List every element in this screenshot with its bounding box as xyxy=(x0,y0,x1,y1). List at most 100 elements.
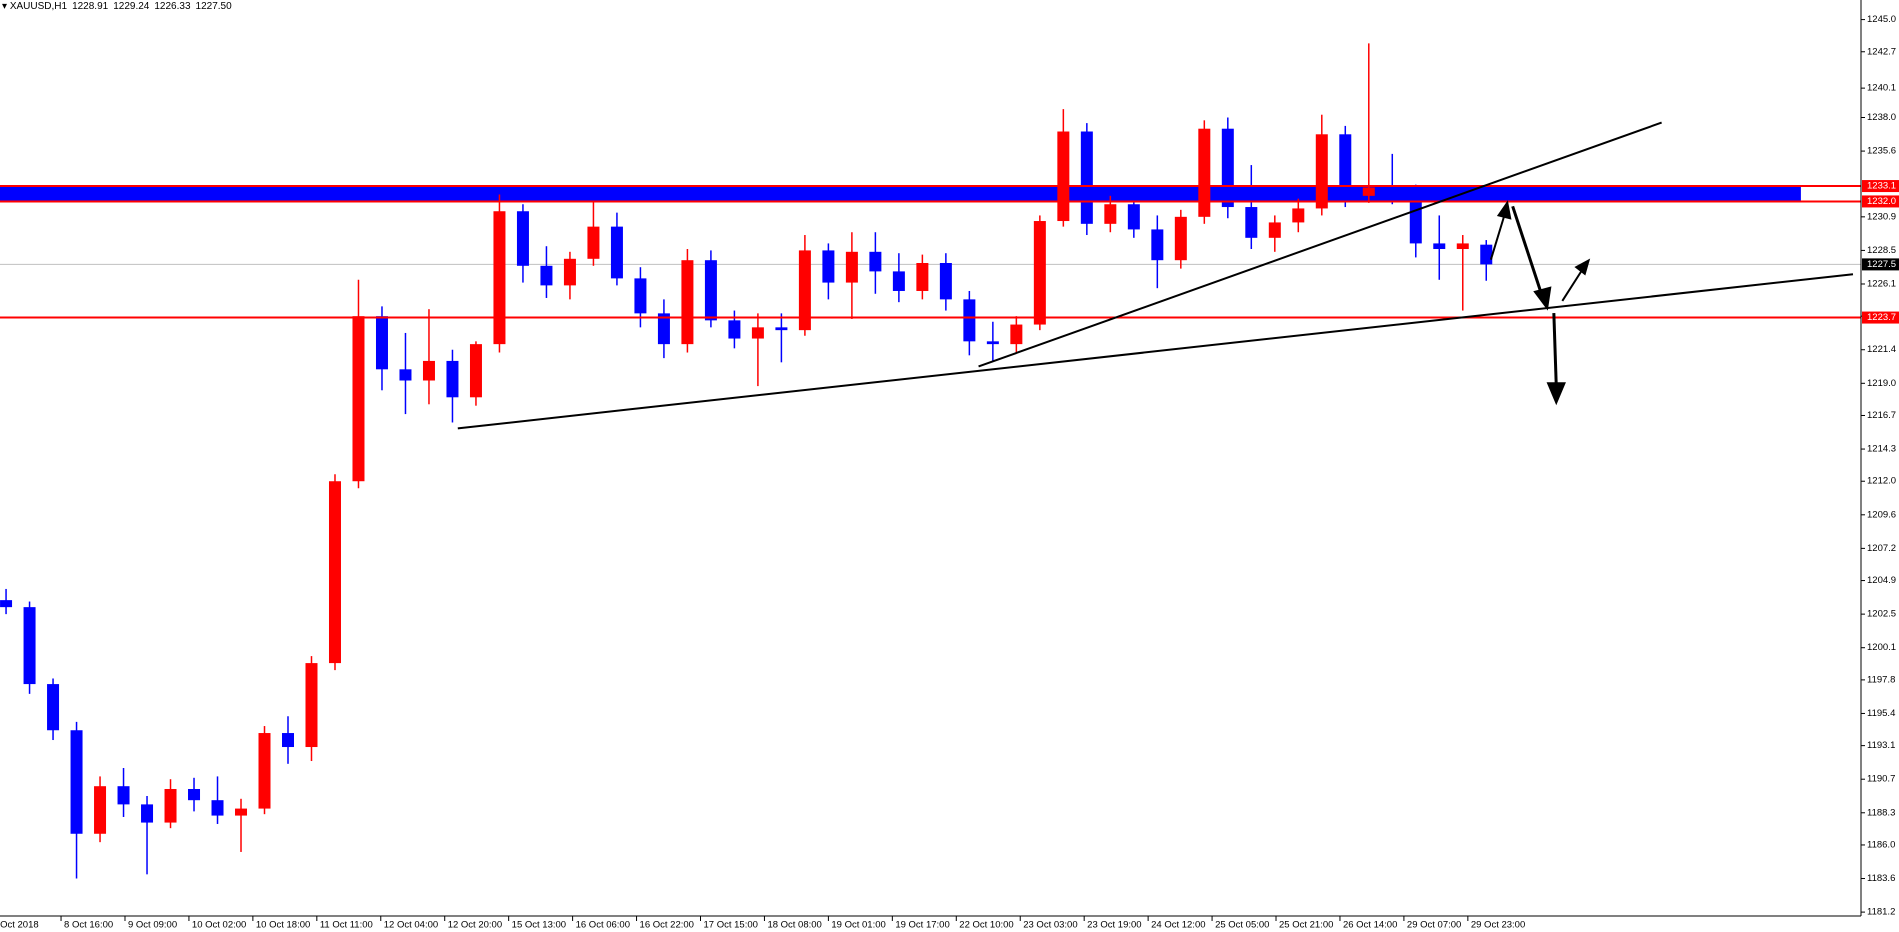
candle xyxy=(892,253,905,303)
x-tick-label: 15 Oct 13:00 xyxy=(512,920,566,931)
candle-body xyxy=(657,313,670,345)
arrowhead xyxy=(1533,286,1552,311)
candle-body xyxy=(1010,324,1023,345)
y-tick-label: 1226.1 xyxy=(1867,278,1896,289)
y-tick-label: 1186.0 xyxy=(1867,839,1895,850)
x-tick-label: 29 Oct 07:00 xyxy=(1407,920,1461,931)
arrowhead xyxy=(1496,200,1512,220)
candle-body xyxy=(1315,134,1328,209)
y-tick-label: 1193.1 xyxy=(1867,740,1895,751)
candle-body xyxy=(493,211,506,345)
candle xyxy=(235,798,248,852)
level-label-box xyxy=(1862,195,1899,208)
arrow xyxy=(1513,206,1542,295)
candle-body xyxy=(235,808,248,816)
y-tick-label: 1202.5 xyxy=(1867,609,1896,620)
y-tick-label: 1197.8 xyxy=(1867,674,1895,685)
candle-body xyxy=(587,226,600,259)
candle-body xyxy=(1268,222,1281,238)
candle-body xyxy=(798,250,811,331)
candle-body xyxy=(281,733,294,748)
candle xyxy=(1080,123,1093,236)
candle-body xyxy=(1456,243,1469,250)
y-tick-label: 1183.6 xyxy=(1867,873,1895,884)
candle xyxy=(916,254,929,300)
candle xyxy=(305,656,318,762)
candle-body xyxy=(352,316,365,482)
candle-body xyxy=(1409,193,1422,244)
candle-body xyxy=(164,788,177,823)
candle-body xyxy=(892,271,905,291)
candle xyxy=(540,246,553,298)
level-label: 1233.1 xyxy=(1867,181,1896,192)
candle xyxy=(1221,117,1234,219)
candle xyxy=(1362,43,1375,203)
x-tick-label: 16 Oct 22:00 xyxy=(640,920,694,931)
candle-body xyxy=(916,262,929,291)
candle xyxy=(1339,125,1352,208)
candle xyxy=(728,310,741,349)
x-tick-label: 9 Oct 09:00 xyxy=(128,920,177,931)
x-tick-label: 11 Oct 11:00 xyxy=(320,920,373,931)
candle-body xyxy=(1057,131,1070,222)
candle-body xyxy=(70,730,83,834)
x-tick-label: 23 Oct 03:00 xyxy=(1023,920,1077,931)
candle-body xyxy=(0,600,13,608)
candle xyxy=(375,306,388,391)
candle-body xyxy=(1033,221,1046,325)
y-tick-label: 1240.1 xyxy=(1867,83,1896,94)
candle-body xyxy=(1221,128,1234,208)
y-tick-label: 1214.3 xyxy=(1867,444,1896,455)
candle xyxy=(657,299,670,359)
candle xyxy=(352,279,365,489)
y-tick-label: 1188.3 xyxy=(1867,807,1895,818)
ohlc-value: 1229.24 xyxy=(113,1,150,12)
candle xyxy=(469,341,482,406)
candle xyxy=(0,588,13,615)
ohlc-value: 1228.91 xyxy=(72,1,109,12)
candle xyxy=(47,678,60,741)
candle-body xyxy=(211,800,224,816)
candle xyxy=(446,349,459,423)
candle xyxy=(117,768,130,817)
arrowhead xyxy=(1574,258,1591,276)
candle-body xyxy=(1339,134,1352,196)
candle-body xyxy=(516,211,529,266)
x-tick-label: 23 Oct 19:00 xyxy=(1087,920,1141,931)
candle xyxy=(869,232,882,294)
y-tick-label: 1209.6 xyxy=(1867,509,1896,520)
x-tick-label: 18 Oct 08:00 xyxy=(767,920,821,931)
x-tick-label: 19 Oct 17:00 xyxy=(895,920,949,931)
trendline xyxy=(979,123,1662,367)
candle-body xyxy=(986,341,999,345)
y-tick-label: 1200.1 xyxy=(1867,642,1896,653)
candle-body xyxy=(939,262,952,300)
candle xyxy=(1151,215,1164,289)
candle xyxy=(258,726,271,815)
candle-body xyxy=(23,607,36,685)
candle xyxy=(493,194,506,353)
candle xyxy=(939,253,952,311)
x-tick-label: 26 Oct 14:00 xyxy=(1343,920,1397,931)
candle xyxy=(164,779,177,829)
candle xyxy=(610,212,623,286)
candle xyxy=(1433,215,1446,280)
candle-body xyxy=(1080,131,1093,224)
candle-body xyxy=(258,733,271,809)
candle-body xyxy=(610,226,623,279)
candle xyxy=(1174,209,1187,269)
candle xyxy=(1456,235,1469,311)
candle xyxy=(751,313,764,387)
candle-body xyxy=(845,251,858,283)
plot-area xyxy=(0,43,1861,879)
y-tick-label: 1216.7 xyxy=(1867,410,1896,421)
x-tick-label: 25 Oct 21:00 xyxy=(1279,920,1333,931)
candle xyxy=(1057,109,1070,227)
symbol: XAUUSD,H1 xyxy=(9,1,68,12)
y-tick-label: 1207.2 xyxy=(1867,543,1896,554)
candle-body xyxy=(188,788,201,801)
y-tick-label: 1221.4 xyxy=(1867,344,1896,355)
x-tick-label: 19 Oct 01:00 xyxy=(831,920,885,931)
candle-body xyxy=(681,260,694,345)
